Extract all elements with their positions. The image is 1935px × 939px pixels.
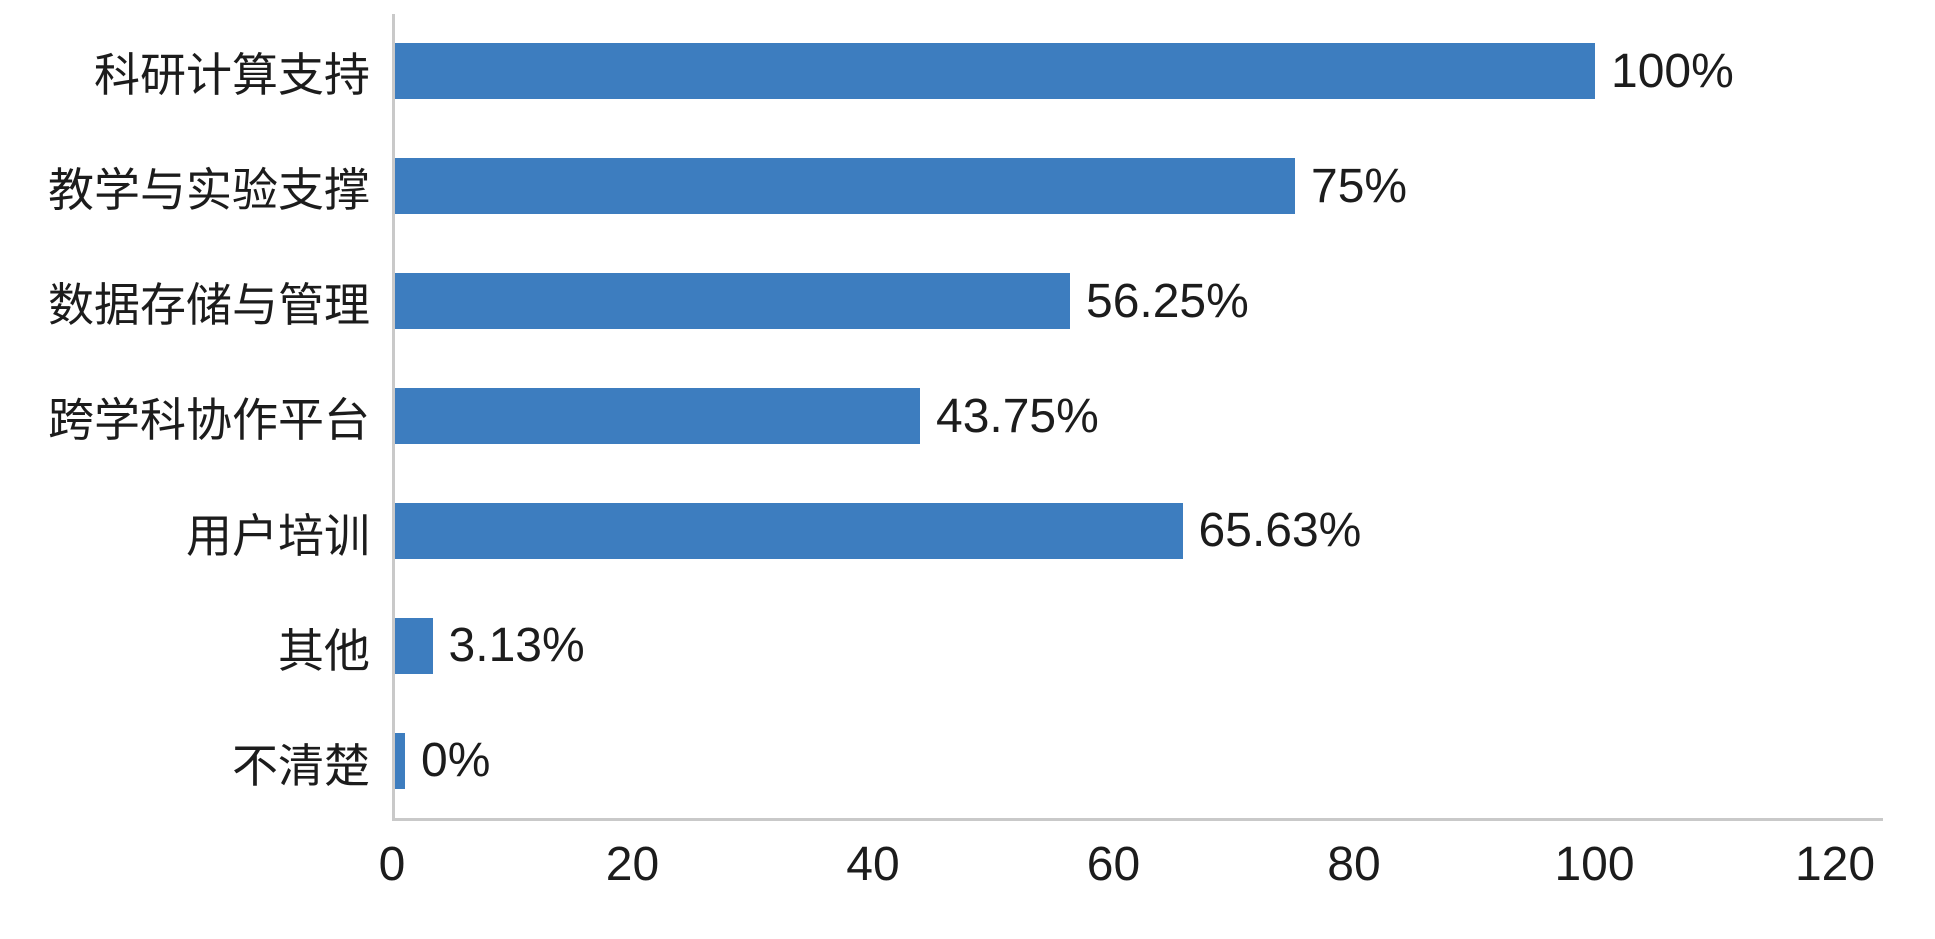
- category-label: 其他: [278, 625, 370, 678]
- bar-row: 43.75%: [395, 359, 1883, 474]
- category-label: 用户培训: [186, 509, 370, 562]
- x-tick-label: 100: [1554, 838, 1635, 891]
- bar: [395, 273, 1070, 330]
- category-label: 教学与实验支撑: [48, 163, 370, 216]
- bar: [395, 617, 433, 674]
- y-axis-category-labels: 科研计算支持教学与实验支撑 数据存储与管理 跨学科协作平台用户培训其他不清楚: [0, 14, 392, 821]
- bar-row: 100%: [395, 14, 1883, 129]
- x-tick-label: 120: [1794, 838, 1876, 891]
- bar-row: 0%: [395, 703, 1883, 818]
- x-axis-ticks: 0 20 40 60 80 100 120: [379, 821, 1883, 925]
- value-label: 0%: [421, 734, 491, 788]
- category-label: 不清楚: [232, 740, 370, 793]
- bar: [395, 502, 1183, 559]
- x-tick-label: 80: [1327, 838, 1381, 891]
- x-axis-ticks-inner: 0 20 40 60 80 100 120: [379, 821, 1875, 925]
- value-label: 3.13%: [448, 619, 585, 673]
- value-label: 43.75%: [936, 389, 1099, 443]
- x-tick-label: 60: [1086, 838, 1141, 891]
- value-label: 75%: [1311, 159, 1408, 213]
- x-tick-label: 20: [605, 838, 660, 891]
- plot-area: 100% 75% 56.25% 43.75% 65.63% 3.13% 0%: [392, 14, 1883, 821]
- bar: [395, 388, 920, 444]
- x-axis: 0 20 40 60 80 100 120: [0, 821, 1883, 925]
- bar: [395, 158, 1295, 215]
- category-label: 科研计算支持: [94, 48, 370, 101]
- x-tick-label: 0: [378, 838, 406, 891]
- bar-row: 65.63%: [395, 473, 1883, 588]
- bar-row: 56.25%: [395, 244, 1883, 359]
- bar: [395, 43, 1595, 100]
- category-label: 跨学科协作平台: [48, 394, 370, 447]
- chart-body: 科研计算支持教学与实验支撑 数据存储与管理 跨学科协作平台用户培训其他不清楚 100…: [0, 14, 1883, 821]
- bar-row: 3.13%: [395, 588, 1883, 703]
- value-label: 56.25%: [1086, 274, 1249, 328]
- value-label: 100%: [1611, 44, 1734, 98]
- category-label: 数据存储与管理: [48, 279, 370, 332]
- x-tick-label: 40: [846, 838, 900, 891]
- value-label: 65.63%: [1198, 504, 1362, 558]
- bar: [395, 732, 405, 789]
- x-axis-spacer: [0, 821, 392, 925]
- bar-row: 75%: [395, 129, 1883, 244]
